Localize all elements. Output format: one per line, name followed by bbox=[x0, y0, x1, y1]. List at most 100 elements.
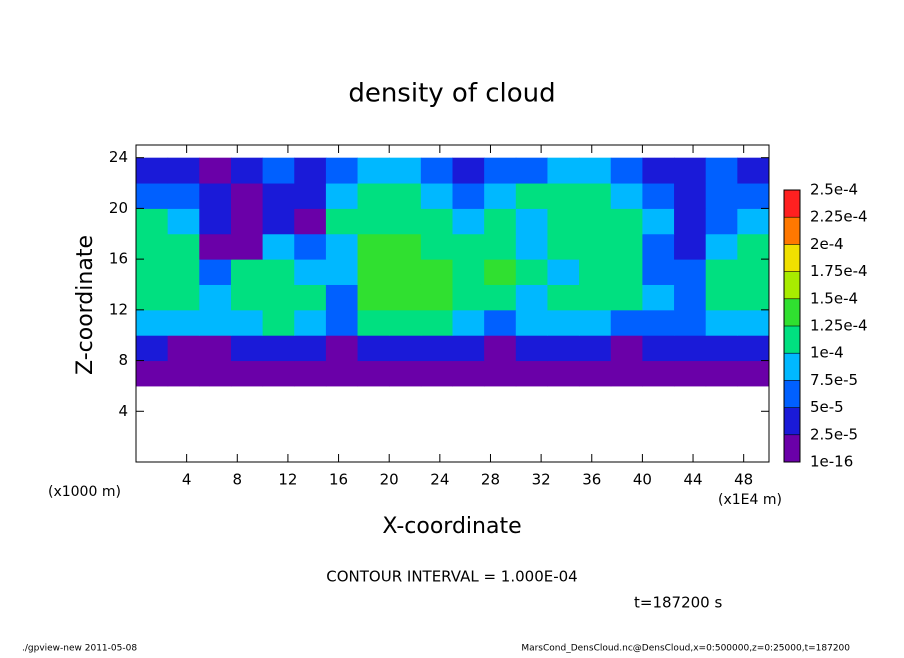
cell bbox=[579, 309, 612, 336]
cell bbox=[389, 284, 422, 311]
y-tick-label: 24 bbox=[109, 148, 128, 166]
colorbar-label: 1.5e-4 bbox=[810, 289, 858, 307]
cell bbox=[199, 309, 232, 336]
cell bbox=[357, 183, 390, 209]
cell bbox=[199, 284, 232, 311]
cell bbox=[357, 309, 390, 336]
cell bbox=[167, 335, 200, 362]
cell bbox=[199, 233, 232, 260]
plot-frame bbox=[135, 144, 770, 463]
cell bbox=[357, 157, 390, 184]
cell bbox=[737, 208, 770, 235]
cell bbox=[642, 183, 675, 209]
colorbar-label: 1.25e-4 bbox=[810, 317, 868, 335]
cell bbox=[452, 309, 485, 336]
colorbar-label: 7.5e-5 bbox=[810, 371, 858, 389]
cell bbox=[357, 233, 390, 260]
cell bbox=[642, 208, 675, 235]
x-tick-label: 24 bbox=[430, 471, 449, 489]
cell bbox=[389, 309, 422, 336]
colorbar-swatch bbox=[784, 190, 800, 218]
cell bbox=[484, 208, 517, 235]
cell bbox=[515, 284, 548, 311]
x-tick-label: 20 bbox=[380, 471, 399, 489]
cell bbox=[230, 183, 264, 209]
cell bbox=[737, 183, 770, 209]
cell bbox=[610, 360, 643, 387]
cell bbox=[357, 259, 390, 285]
cell bbox=[610, 233, 643, 260]
cell bbox=[167, 309, 200, 336]
x-tick-label: 40 bbox=[633, 471, 652, 489]
colorbar-swatch bbox=[784, 434, 800, 462]
cell bbox=[547, 208, 580, 235]
cell bbox=[294, 157, 327, 184]
cell bbox=[294, 309, 327, 336]
cell bbox=[579, 183, 612, 209]
x-tick-label: 28 bbox=[481, 471, 500, 489]
cell bbox=[420, 284, 453, 311]
cell bbox=[705, 233, 738, 260]
cell bbox=[294, 259, 327, 285]
cell bbox=[674, 360, 707, 387]
cell bbox=[642, 335, 675, 362]
cell bbox=[389, 360, 422, 387]
colorbar-label: 1e-16 bbox=[810, 453, 853, 471]
colorbar-swatch bbox=[784, 217, 800, 245]
y-unit-note: (x1000 m) bbox=[48, 484, 121, 500]
cell bbox=[674, 208, 707, 235]
cell bbox=[325, 233, 359, 260]
y-tick-label: 12 bbox=[109, 300, 128, 318]
colorbar-label: 2.5e-5 bbox=[810, 425, 858, 443]
cell bbox=[610, 259, 643, 285]
cell bbox=[515, 183, 548, 209]
colorbar-label: 5e-5 bbox=[810, 398, 844, 416]
cell bbox=[136, 335, 169, 362]
cell bbox=[547, 360, 580, 387]
colorbar-swatch bbox=[784, 298, 800, 326]
cell bbox=[325, 284, 359, 311]
cell bbox=[199, 259, 232, 285]
cell bbox=[389, 157, 422, 184]
cell bbox=[610, 157, 643, 184]
footer-right: MarsCond_DensCloud.nc@DensCloud,x=0:5000… bbox=[521, 644, 850, 654]
cell bbox=[642, 309, 675, 336]
cell bbox=[484, 259, 517, 285]
cell bbox=[325, 183, 359, 209]
cell bbox=[420, 360, 453, 387]
cell bbox=[230, 335, 264, 362]
cell bbox=[705, 157, 738, 184]
colorbar-label: 1e-4 bbox=[810, 344, 844, 362]
x-tick-label: 36 bbox=[582, 471, 601, 489]
cell bbox=[136, 284, 169, 311]
cell bbox=[452, 335, 485, 362]
cell bbox=[294, 335, 327, 362]
cell bbox=[262, 157, 295, 184]
y-tick-label: 8 bbox=[118, 351, 128, 369]
cell bbox=[642, 360, 675, 387]
cell bbox=[357, 208, 390, 235]
cell bbox=[547, 157, 580, 184]
cell bbox=[484, 183, 517, 209]
cell bbox=[136, 157, 169, 184]
cell bbox=[420, 309, 453, 336]
x-tick-label: 32 bbox=[532, 471, 551, 489]
cell bbox=[705, 309, 738, 336]
cell bbox=[389, 259, 422, 285]
colorbar-label: 2.5e-4 bbox=[810, 181, 858, 199]
cell bbox=[325, 208, 359, 235]
colorbar-swatch bbox=[784, 271, 800, 299]
cell bbox=[515, 259, 548, 285]
colorbar-swatch bbox=[784, 353, 800, 381]
cell bbox=[547, 309, 580, 336]
cell bbox=[230, 309, 264, 336]
cell bbox=[705, 183, 738, 209]
y-tick-label: 4 bbox=[118, 402, 128, 420]
x-tick-label: 48 bbox=[734, 471, 753, 489]
cell bbox=[674, 157, 707, 184]
cell bbox=[294, 360, 327, 387]
cell bbox=[705, 335, 738, 362]
cell bbox=[452, 208, 485, 235]
cell bbox=[610, 309, 643, 336]
cell bbox=[325, 157, 359, 184]
